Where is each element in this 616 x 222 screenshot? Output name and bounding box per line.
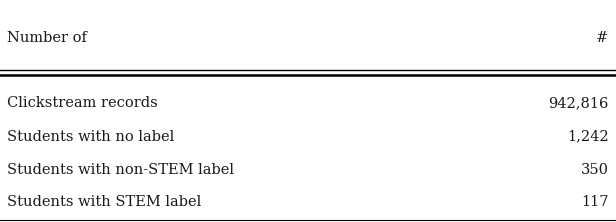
Text: 117: 117: [581, 195, 609, 209]
Text: 1,242: 1,242: [567, 129, 609, 144]
Text: Clickstream records: Clickstream records: [7, 96, 158, 110]
Text: 942,816: 942,816: [548, 96, 609, 110]
Text: Students with non-STEM label: Students with non-STEM label: [7, 163, 235, 177]
Text: #: #: [596, 31, 609, 45]
Text: Students with STEM label: Students with STEM label: [7, 195, 201, 209]
Text: 350: 350: [581, 163, 609, 177]
Text: Number of: Number of: [7, 31, 87, 45]
Text: Students with no label: Students with no label: [7, 129, 175, 144]
